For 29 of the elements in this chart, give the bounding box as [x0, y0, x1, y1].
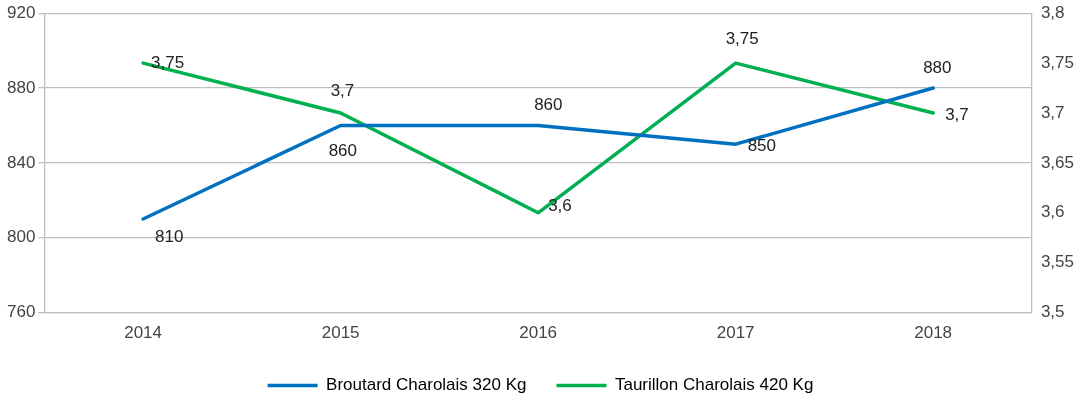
y2-tick-label: 3,5: [1040, 302, 1065, 322]
y2-tick-label: 3,75: [1040, 52, 1075, 72]
y2-tick-label: 3,55: [1040, 252, 1075, 272]
x-tick-label: 2017: [716, 323, 755, 343]
x-tick-label: 2016: [519, 323, 558, 343]
x-tick-label: 2018: [914, 323, 953, 343]
y-tick-label: 920: [6, 2, 36, 22]
data-label: 3,75: [725, 28, 759, 48]
y2-tick-label: 3,65: [1040, 152, 1075, 172]
data-label: 860: [534, 95, 563, 115]
y-tick-label: 880: [6, 77, 36, 97]
y2-tick-label: 3,6: [1040, 202, 1065, 222]
x-tick-label: 2015: [321, 323, 360, 343]
data-label: 880: [923, 57, 952, 77]
y2-tick-label: 3,7: [1040, 102, 1065, 122]
data-label: 850: [747, 135, 777, 155]
y-tick-label: 800: [6, 227, 36, 247]
data-label: 860: [328, 141, 357, 161]
y2-tick-label: 3,8: [1040, 2, 1065, 22]
data-label: 3,7: [945, 104, 969, 124]
data-label: 3,7: [330, 80, 355, 100]
y-tick-label: 760: [6, 302, 36, 322]
x-tick-label: 2014: [124, 323, 163, 343]
y-tick-label: 840: [6, 152, 36, 172]
data-label: 3,75: [151, 52, 185, 72]
data-label: 810: [155, 226, 184, 246]
legend-label: Taurillon Charolais 420 Kg: [614, 375, 814, 395]
legend-label: Broutard Charolais 320 Kg: [326, 375, 527, 395]
data-label: 3,6: [548, 196, 572, 216]
